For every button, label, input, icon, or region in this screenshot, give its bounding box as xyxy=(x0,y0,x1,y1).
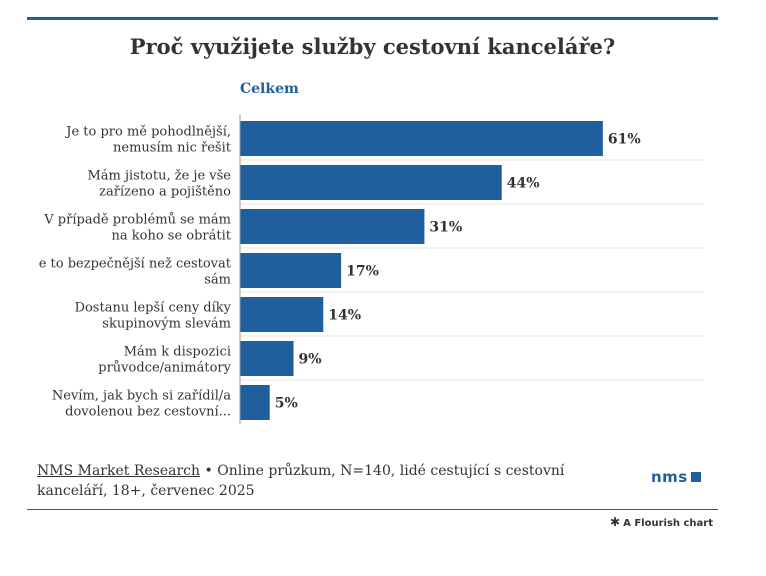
bar-chart: 61% Je to pro mě pohodlnější, nemusím nic … xyxy=(39,114,704,424)
chart-title: Proč využijete služby cestovní kanceláře… xyxy=(129,34,616,59)
bar-value-label: 17% xyxy=(346,264,379,280)
logo-square-icon xyxy=(690,472,701,482)
flourish-credit[interactable]: ✱ A Flourish chart xyxy=(610,515,713,529)
bar-value-label: 61% xyxy=(608,132,641,148)
bar-value-label: 9% xyxy=(299,352,322,368)
source-note: NMS Market Research • Online průzkum, N=… xyxy=(37,461,637,501)
bar-value-label: 14% xyxy=(328,308,361,324)
logo-text: nms xyxy=(651,468,688,486)
top-rule xyxy=(27,17,718,20)
bar[interactable] xyxy=(240,341,294,376)
bar-value-label: 31% xyxy=(429,220,462,236)
category-label: Nevím, jak bych si zařídil/a dovolenou be… xyxy=(52,389,231,420)
category-label: e to bezpečnější než cestovat sám xyxy=(39,257,232,288)
bar[interactable] xyxy=(240,385,270,420)
category-label: V případě problémů se mám na koho se obrá… xyxy=(43,212,231,244)
flourish-asterisk-icon: ✱ xyxy=(610,515,621,529)
category-label: Mám jistotu, že je vše zařízeno a pojiště… xyxy=(87,169,231,200)
bar-value-label: 44% xyxy=(507,176,540,192)
flourish-credit-text: A Flourish chart xyxy=(623,518,713,529)
category-label: Mám k dispozici průvodce/animátory xyxy=(98,345,231,376)
bar-value-label: 5% xyxy=(275,396,298,412)
chart-subtitle: Celkem xyxy=(240,81,299,97)
nms-logo[interactable]: nms xyxy=(651,468,701,486)
source-text: Online průzkum, N=140, lidé cestující s … xyxy=(37,463,565,499)
category-label: Dostanu lepší ceny díky skupinovým slevám xyxy=(75,301,232,332)
bar[interactable] xyxy=(240,209,425,244)
bar[interactable] xyxy=(240,165,502,200)
bar[interactable] xyxy=(240,297,324,332)
bar[interactable] xyxy=(240,253,342,288)
category-label: Je to pro mě pohodlnější, nemusím nic řeš… xyxy=(64,125,232,156)
bar[interactable] xyxy=(240,121,603,156)
bottom-rule xyxy=(27,509,718,510)
source-separator: • xyxy=(204,463,213,479)
source-link[interactable]: NMS Market Research xyxy=(37,463,201,479)
